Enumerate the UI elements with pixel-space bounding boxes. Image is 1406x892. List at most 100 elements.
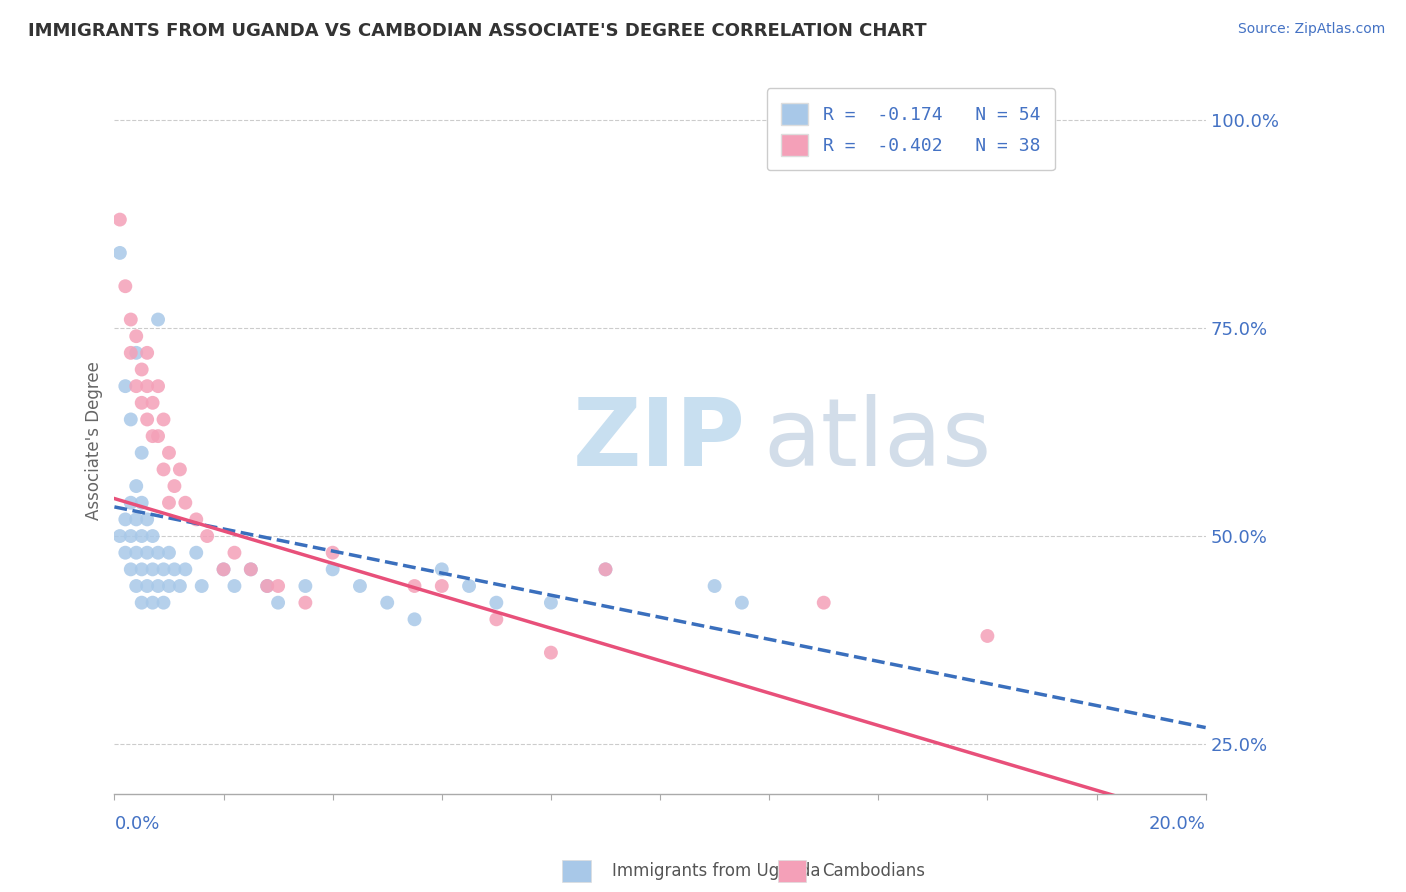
Point: [142, 596, 165, 610]
Point: [136, 546, 159, 560]
Text: IMMIGRANTS FROM UGANDA VS CAMBODIAN ASSOCIATE'S DEGREE CORRELATION CHART: IMMIGRANTS FROM UGANDA VS CAMBODIAN ASSO…: [28, 22, 927, 40]
Point: [152, 596, 174, 610]
Point: [731, 596, 754, 610]
Point: [157, 546, 180, 560]
Point: [540, 596, 562, 610]
Point: [239, 562, 262, 576]
Point: [120, 496, 142, 510]
Point: [136, 379, 159, 393]
Point: [157, 496, 180, 510]
Legend: R =  -0.174   N = 54, R =  -0.402   N = 38: R = -0.174 N = 54, R = -0.402 N = 38: [766, 88, 1054, 170]
Point: [136, 579, 159, 593]
Point: [142, 562, 165, 576]
Point: [136, 412, 159, 426]
Point: [430, 579, 453, 593]
Point: [152, 462, 174, 476]
Point: [404, 579, 426, 593]
Point: [224, 546, 246, 560]
Point: [146, 379, 169, 393]
Point: [108, 529, 131, 543]
Point: [120, 412, 142, 426]
Point: [125, 512, 148, 526]
Point: [294, 579, 316, 593]
Point: [142, 396, 165, 410]
Point: [136, 346, 159, 360]
Point: [322, 562, 344, 576]
Point: [152, 412, 174, 426]
Point: [174, 496, 197, 510]
Point: [174, 562, 197, 576]
Point: [114, 512, 136, 526]
Point: [212, 562, 235, 576]
Point: [375, 596, 398, 610]
Point: [458, 579, 481, 593]
Point: [114, 279, 136, 293]
Point: [125, 479, 148, 493]
Point: [152, 562, 174, 576]
Point: [125, 329, 148, 343]
Text: ZIP: ZIP: [572, 394, 745, 486]
Point: [186, 546, 208, 560]
Text: Cambodians: Cambodians: [823, 862, 925, 880]
Point: [131, 362, 153, 376]
Point: [186, 512, 208, 526]
Point: [404, 612, 426, 626]
Point: [349, 579, 371, 593]
Point: [485, 596, 508, 610]
Point: [131, 496, 153, 510]
Point: [595, 562, 617, 576]
Point: [540, 646, 562, 660]
Point: [430, 562, 453, 576]
Point: [976, 629, 998, 643]
Text: atlas: atlas: [763, 394, 993, 486]
Point: [163, 479, 186, 493]
Point: [485, 612, 508, 626]
Point: [125, 346, 148, 360]
Point: [322, 546, 344, 560]
Point: [224, 579, 246, 593]
Point: [157, 446, 180, 460]
Point: [114, 379, 136, 393]
Text: Source: ZipAtlas.com: Source: ZipAtlas.com: [1237, 22, 1385, 37]
Text: Immigrants from Uganda: Immigrants from Uganda: [612, 862, 820, 880]
Point: [146, 546, 169, 560]
Text: 20.0%: 20.0%: [1149, 815, 1206, 833]
Point: [131, 596, 153, 610]
Point: [146, 429, 169, 443]
Point: [142, 529, 165, 543]
Point: [114, 546, 136, 560]
Point: [108, 246, 131, 260]
Point: [120, 312, 142, 326]
Point: [169, 462, 191, 476]
Point: [120, 562, 142, 576]
Point: [294, 596, 316, 610]
Point: [120, 529, 142, 543]
Point: [703, 579, 725, 593]
Point: [163, 562, 186, 576]
Point: [125, 579, 148, 593]
Point: [131, 529, 153, 543]
Point: [212, 562, 235, 576]
Point: [108, 212, 131, 227]
Point: [267, 596, 290, 610]
Point: [120, 346, 142, 360]
Point: [136, 512, 159, 526]
Point: [146, 579, 169, 593]
Point: [131, 396, 153, 410]
Point: [813, 596, 835, 610]
Point: [125, 379, 148, 393]
Point: [131, 446, 153, 460]
Text: 0.0%: 0.0%: [114, 815, 160, 833]
Point: [157, 579, 180, 593]
Point: [190, 579, 212, 593]
Point: [142, 429, 165, 443]
Point: [195, 529, 218, 543]
Point: [125, 546, 148, 560]
Point: [146, 312, 169, 326]
Y-axis label: Associate's Degree: Associate's Degree: [86, 361, 103, 520]
Point: [256, 579, 278, 593]
Point: [595, 562, 617, 576]
Point: [169, 579, 191, 593]
Point: [256, 579, 278, 593]
Point: [131, 562, 153, 576]
